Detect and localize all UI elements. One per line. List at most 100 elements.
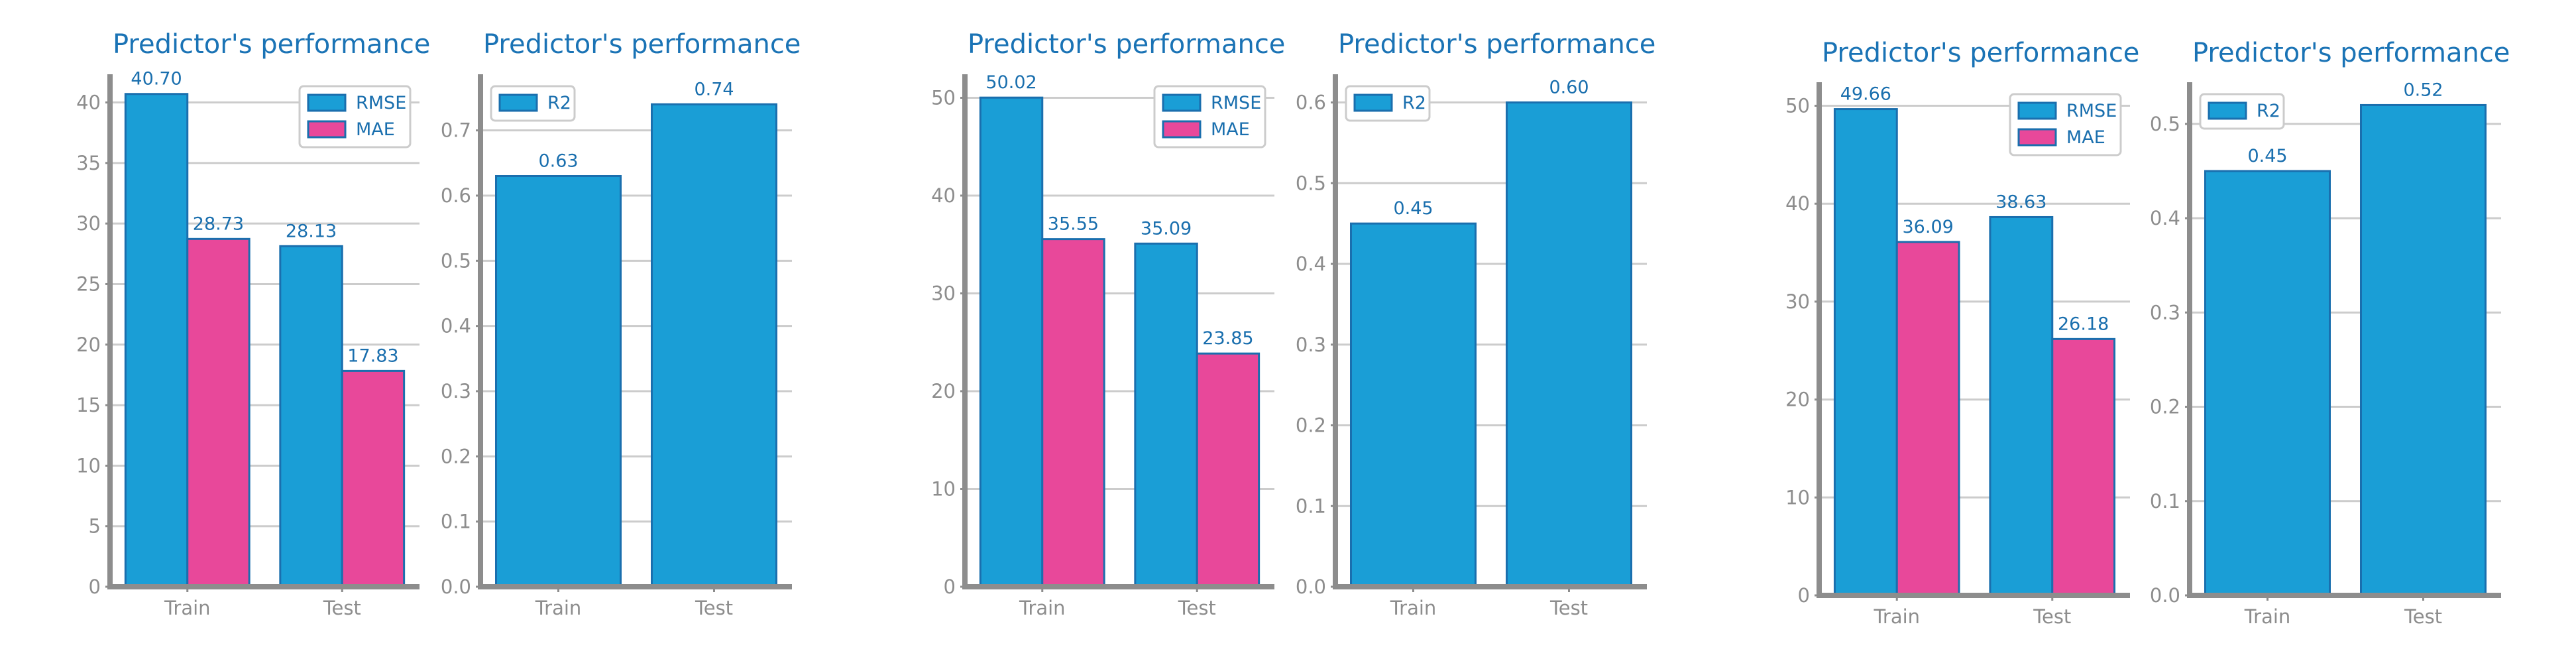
data-label: 0.45: [2247, 146, 2287, 166]
bar-mae-test: [1196, 352, 1260, 588]
y-tick-label: 0.3: [1296, 333, 1326, 356]
bar-mae-train: [186, 237, 251, 588]
chart-title: Predictor's performance: [483, 29, 801, 60]
bar-rmse-train: [1833, 108, 1898, 597]
data-label: 35.55: [1048, 214, 1099, 235]
legend: RMSE MAE: [1153, 85, 1266, 149]
bar-mae-train: [1041, 238, 1105, 588]
y-tick-label: 25: [76, 272, 101, 295]
y-tick-label: 20: [76, 333, 101, 356]
y-tick-label: 5: [89, 515, 101, 538]
y-tick-label: 0.6: [441, 184, 471, 207]
y-tick-label: 0.5: [2150, 113, 2180, 135]
data-label: 28.73: [193, 213, 244, 234]
x-tick-label: Train: [1019, 597, 1066, 619]
y-tick-label: 40: [1785, 192, 1810, 215]
x-tick-label: Train: [535, 597, 582, 619]
chart-panel-2: Predictor's performance 0.0 0.1 0.2 0.3 0.4 0.…: [441, 29, 801, 619]
bar-mae-test: [2051, 337, 2116, 597]
bar-r2-test: [651, 103, 777, 588]
y-tick-label: 0.2: [2150, 396, 2180, 418]
x-tick-label: Test: [695, 597, 733, 619]
legend-swatch-rmse: [1162, 93, 1202, 112]
legend-swatch-r2: [498, 93, 538, 112]
x-tick-label: Test: [1549, 597, 1588, 619]
legend-label-mae: MAE: [356, 119, 395, 140]
legend-label-rmse: RMSE: [356, 93, 406, 113]
data-label: 0.63: [538, 151, 578, 172]
y-tick-label: 0.2: [1296, 414, 1326, 437]
y-tick-label: 50: [931, 87, 956, 109]
y-tick-label: 0.1: [1296, 495, 1326, 517]
chart-title: Predictor's performance: [2192, 38, 2510, 68]
x-tick-label: Test: [1178, 597, 1216, 619]
legend-label-rmse: RMSE: [2066, 101, 2117, 121]
bar-r2-train: [1350, 222, 1477, 588]
data-label: 40.70: [131, 69, 182, 90]
y-tick-label: 0.4: [441, 315, 471, 337]
data-label: 49.66: [1840, 84, 1891, 105]
bar-mae-test: [341, 369, 406, 588]
chart-title: Predictor's performance: [968, 29, 1285, 60]
y-tick-label: 30: [76, 212, 101, 235]
y-tick-label: 35: [76, 152, 101, 174]
x-tick-label: Train: [2244, 605, 2291, 628]
x-tick-label: Test: [2033, 605, 2071, 628]
legend-swatch-r2: [2208, 101, 2247, 120]
data-label: 50.02: [985, 72, 1036, 93]
data-label: 28.13: [286, 221, 337, 241]
bar-r2-test: [2360, 103, 2487, 597]
chart-panel-3: Predictor's performance 0 10 20 30 40 50 50.02 3…: [931, 29, 1285, 619]
chart-title: Predictor's performance: [1822, 38, 2139, 68]
y-tick-label: 30: [931, 282, 956, 305]
x-tick-label: Train: [1390, 597, 1437, 619]
data-label: 0.60: [1549, 78, 1589, 98]
legend-label-r2: R2: [1402, 93, 1426, 113]
y-tick-label: 0: [944, 575, 956, 598]
y-tick-label: 0.7: [441, 119, 471, 142]
y-tick-label: 0.4: [2150, 207, 2180, 229]
x-tick-label: Train: [164, 597, 211, 619]
y-tick-label: 0: [1798, 584, 1810, 607]
chart-panel-5: Predictor's performance 0 10 20 30 40 50 49.66 3…: [1785, 38, 2139, 628]
y-tick-label: 10: [1785, 486, 1810, 509]
legend: RMSE MAE: [298, 85, 412, 149]
data-label: 0.52: [2403, 80, 2443, 100]
legend-label-mae: MAE: [2066, 127, 2105, 148]
y-tick-label: 0.4: [1296, 253, 1326, 275]
y-tick-label: 10: [76, 454, 101, 477]
legend: R2: [490, 85, 576, 122]
y-tick-label: 0.5: [441, 249, 471, 272]
y-tick-label: 0.0: [441, 575, 471, 598]
y-tick-label: 0.6: [1296, 91, 1326, 114]
legend-label-r2: R2: [2257, 101, 2280, 121]
y-tick-label: 0.0: [1296, 575, 1326, 598]
y-tick-label: 0.2: [441, 445, 471, 467]
y-tick-label: 0.3: [441, 380, 471, 402]
legend: R2: [2199, 93, 2285, 130]
y-tick-label: 0: [89, 575, 101, 598]
y-tick-label: 20: [931, 380, 956, 402]
y-tick-label: 50: [1785, 95, 1810, 117]
y-tick-label: 0.5: [1296, 172, 1326, 194]
legend: R2: [1345, 85, 1431, 122]
y-tick-label: 0.1: [2150, 490, 2180, 513]
bar-rmse-train: [979, 96, 1044, 588]
bar-mae-train: [1895, 241, 1960, 597]
legend-swatch-r2: [1353, 93, 1393, 112]
legend-swatch-mae: [2017, 128, 2057, 147]
bar-rmse-test: [279, 245, 343, 588]
bar-rmse-test: [1134, 242, 1198, 588]
bar-rmse-train: [124, 93, 189, 588]
data-label: 35.09: [1141, 218, 1192, 239]
data-label: 26.18: [2058, 314, 2109, 334]
y-tick-label: 40: [76, 91, 101, 114]
x-tick-label: Test: [2404, 605, 2442, 628]
legend-label-r2: R2: [547, 93, 571, 113]
y-tick-label: 0.3: [2150, 301, 2180, 324]
legend-swatch-rmse: [307, 93, 347, 112]
y-tick-label: 30: [1785, 290, 1810, 313]
bar-r2-train: [2204, 170, 2331, 597]
y-tick-label: 0.1: [441, 511, 471, 533]
